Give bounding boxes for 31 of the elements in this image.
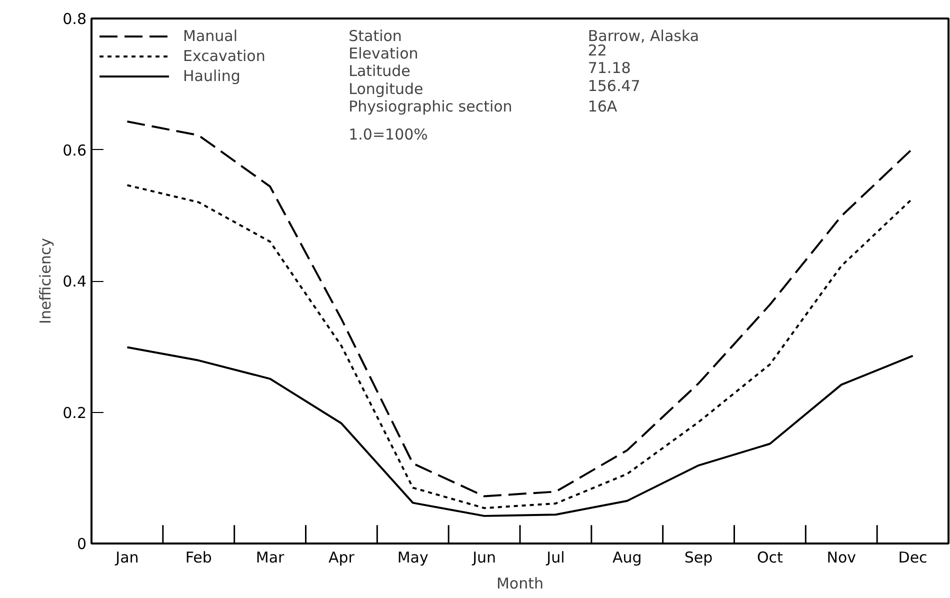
- y-tick-label: 0.6: [62, 141, 87, 160]
- x-tick-label: Jan: [114, 548, 139, 566]
- y-axis-title: Inefficiency: [36, 238, 55, 324]
- annotation: Longitude: [348, 80, 424, 98]
- annotation: 1.0=100%: [348, 126, 428, 144]
- annotation: 16A: [588, 97, 618, 116]
- x-tick-label: Jul: [546, 548, 565, 566]
- y-tick-label: 0.4: [62, 272, 87, 290]
- y-tick-label: 0.2: [62, 404, 87, 422]
- x-tick-label: Feb: [185, 548, 212, 566]
- annotation: Station: [348, 26, 402, 45]
- legend-label: Excavation: [183, 47, 266, 65]
- legend-label: Hauling: [183, 67, 240, 85]
- annotation: Latitude: [348, 62, 410, 80]
- y-tick-label: 0.8: [62, 10, 87, 28]
- x-tick-label: May: [397, 548, 429, 566]
- x-tick-label: Nov: [826, 548, 856, 566]
- x-tick-label: Jun: [472, 548, 496, 566]
- x-tick-label: Oct: [756, 548, 784, 566]
- annotation: 71.18: [588, 59, 631, 78]
- x-tick-label: Aug: [612, 548, 642, 566]
- x-tick-label: Sep: [684, 548, 713, 566]
- annotation: Elevation: [348, 44, 418, 63]
- annotation: 156.47: [588, 76, 640, 95]
- legend-label: Manual: [183, 27, 238, 45]
- x-tick-label: Mar: [256, 548, 286, 566]
- x-tick-label: Apr: [328, 548, 356, 566]
- annotation: Physiographic section: [348, 97, 512, 116]
- x-tick-label: Dec: [898, 548, 928, 566]
- y-tick-label: 0: [76, 535, 87, 553]
- x-axis-title: Month: [496, 574, 544, 592]
